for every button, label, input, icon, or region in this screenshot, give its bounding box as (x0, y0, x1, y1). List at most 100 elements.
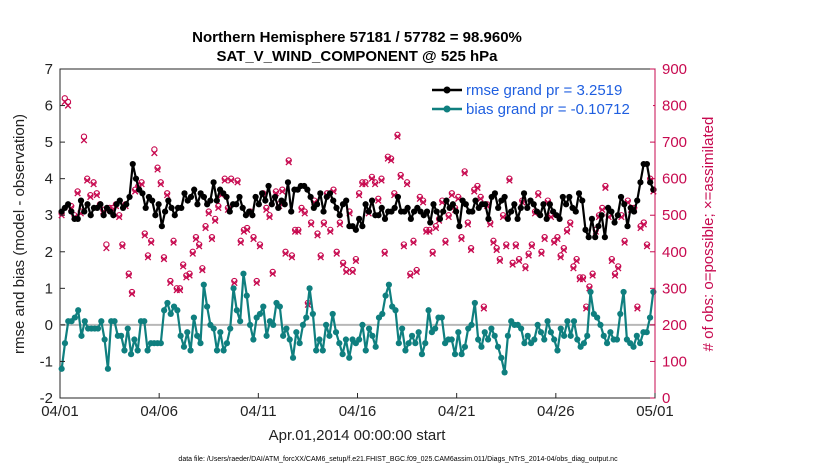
rmse-point (239, 204, 246, 212)
bias-point (306, 285, 313, 292)
rmse-point (469, 208, 476, 215)
obs-assimilated-point (432, 224, 440, 232)
obs-assimilated-point (266, 213, 273, 221)
bias-point (223, 340, 231, 347)
rmse-point (165, 197, 172, 204)
bias-point (299, 321, 307, 328)
obs-assimilated-point (579, 275, 587, 283)
rmse-point (255, 201, 262, 208)
bias-point (111, 318, 118, 325)
bias-point (544, 318, 551, 325)
obs-assimilated-point (237, 239, 244, 246)
obs-assimilated-point (461, 169, 468, 177)
bias-point (131, 336, 138, 343)
obs-assimilated-point (103, 244, 110, 252)
rmse-point (126, 193, 133, 201)
bias-point (174, 307, 181, 314)
obs-assimilated-point (160, 255, 168, 263)
rmse-point (495, 204, 502, 212)
obs-assimilated-point (375, 197, 382, 204)
bias-point (392, 307, 399, 314)
rmse-point (608, 208, 615, 215)
rmse-point (381, 215, 389, 222)
rmse-point (517, 204, 524, 212)
rmse-point (453, 208, 460, 215)
obs-possible-point (61, 95, 68, 102)
bias-point (71, 314, 78, 321)
bias-point (432, 325, 439, 332)
rmse-point (252, 193, 259, 201)
right-tick-label: 300 (662, 280, 687, 297)
bias-point (382, 292, 389, 299)
obs-assimilated-point (263, 206, 270, 213)
rmse-point (236, 193, 243, 201)
obs-assimilated-point (227, 177, 235, 184)
rmse-point (592, 234, 599, 241)
bias-point (180, 343, 188, 350)
obs-assimilated-point (528, 243, 536, 250)
bias-point (418, 351, 426, 358)
rmse-point (161, 208, 169, 215)
obs-assimilated-point (256, 243, 264, 250)
bias-point (607, 329, 614, 336)
obs-assimilated-point (288, 254, 296, 261)
x-tick-label: 04/06 (140, 403, 178, 420)
rmse-point (100, 212, 107, 219)
obs-assimilated-point (215, 204, 222, 212)
bias-point (458, 351, 465, 358)
bias-point (303, 314, 310, 321)
left-tick-label: 3 (45, 207, 53, 224)
rmse-point (288, 208, 295, 215)
obs-assimilated-point (183, 274, 190, 281)
obs-assimilated-point (157, 180, 165, 188)
rmse-point (268, 201, 275, 208)
obs-assimilated-point (410, 239, 417, 246)
obs-assimilated-point (570, 264, 577, 272)
bias-point (134, 347, 141, 354)
bias-point (167, 310, 174, 318)
obs-assimilated-point (515, 257, 523, 265)
rmse-point (501, 193, 508, 201)
left-tick-label: 2 (45, 244, 53, 261)
obs-assimilated-point (333, 250, 340, 257)
rmse-point (368, 197, 376, 204)
rmse-point (378, 204, 385, 212)
obs-assimilated-point (211, 217, 219, 224)
rmse-point (271, 193, 279, 201)
bias-point (551, 336, 558, 343)
obs-assimilated-point (352, 257, 360, 265)
obs-assimilated-point (490, 239, 497, 246)
bias-point (356, 336, 363, 343)
obs-assimilated-point (397, 173, 404, 181)
bias-point (399, 325, 406, 332)
bias-point (332, 329, 340, 336)
bias-point (646, 314, 654, 321)
rmse-point (68, 208, 75, 215)
left-tick-label: 1 (45, 280, 53, 297)
bias-point (309, 310, 316, 318)
bias-point (402, 347, 409, 354)
bias-point (531, 336, 538, 343)
obs-assimilated-point (269, 270, 276, 277)
bias-point (461, 343, 469, 350)
bias-point (322, 321, 330, 328)
rmse-point (514, 215, 521, 222)
rmse-point (394, 193, 402, 201)
rmse-point (194, 201, 201, 208)
rmse-point (617, 193, 625, 201)
obs-assimilated-point (378, 177, 385, 184)
bias-point (594, 314, 601, 321)
obs-assimilated-point (506, 177, 513, 184)
bias-point (61, 340, 69, 347)
rmse-point (330, 197, 337, 204)
obs-assimilated-point (368, 175, 376, 182)
bias-point (200, 281, 207, 288)
rmse-point (440, 208, 447, 215)
bias-point (518, 325, 525, 332)
obs-assimilated-point (74, 190, 81, 197)
bias-point (504, 332, 512, 339)
obs-assimilated-point (407, 272, 414, 279)
rmse-point (210, 179, 217, 186)
obs-assimilated-point (413, 268, 420, 276)
